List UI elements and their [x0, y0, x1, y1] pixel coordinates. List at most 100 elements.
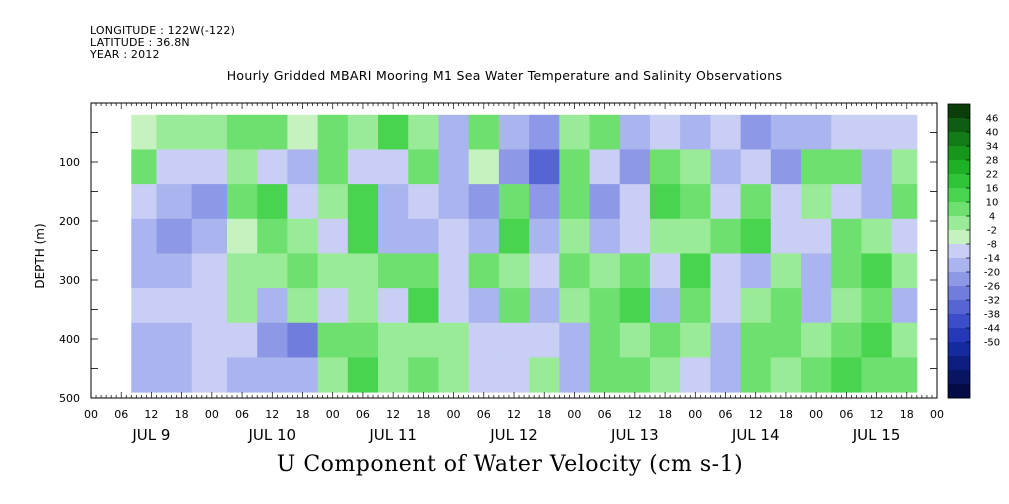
colorbar-label: -32: [984, 296, 1000, 307]
colorbar-label: -44: [984, 324, 1000, 335]
heatmap-cell: [191, 218, 228, 254]
heatmap-cell: [257, 114, 288, 150]
heatmap-cell: [831, 288, 862, 324]
heatmap-cell: [191, 149, 228, 185]
heatmap-cell: [317, 288, 349, 324]
heatmap-cell: [468, 218, 500, 254]
heatmap-cell: [680, 114, 711, 150]
heatmap-cell: [619, 114, 651, 150]
chart-title: Hourly Gridded MBARI Mooring M1 Sea Wate…: [226, 68, 783, 83]
heatmap-cell: [498, 253, 530, 289]
x-tick-label: 12: [386, 408, 400, 421]
heatmap-cell: [680, 218, 711, 254]
heatmap-cell: [770, 322, 802, 358]
x-tick-label: 18: [658, 408, 672, 421]
heatmap-cell: [619, 253, 651, 289]
x-tick-label: 00: [326, 408, 340, 421]
heatmap-cell: [801, 218, 832, 254]
heatmap-cell: [559, 357, 591, 393]
heatmap-cell: [831, 357, 862, 393]
heatmap-cell: [317, 218, 349, 254]
heatmap-cell: [861, 322, 893, 358]
heatmap-cell: [649, 253, 681, 289]
heatmap-cell: [378, 114, 409, 150]
colorbar: 46 40 34 28 22 16 10 4 -2 -8 -14 -20 -26 -32 -38 -44 -50: [947, 103, 1000, 399]
heatmap-cell: [438, 149, 470, 185]
heatmap-cell: [770, 288, 802, 324]
colorbar-label: -26: [984, 282, 1000, 293]
x-tick-label: 06: [477, 408, 491, 421]
heatmap-cell: [770, 184, 802, 220]
x-tick-label: 18: [900, 408, 914, 421]
heatmap-cell: [438, 288, 470, 324]
heatmap-cell: [740, 253, 772, 289]
heatmap-cell: [710, 184, 742, 220]
heatmap-cell: [619, 149, 651, 185]
colorbar-label: -8: [987, 240, 997, 251]
y-tick-label: 200: [59, 215, 80, 228]
heatmap-cell: [770, 218, 802, 254]
x-tick-label: 12: [144, 408, 158, 421]
colorbar-label: 10: [986, 198, 999, 209]
heatmap-cell: [529, 218, 560, 254]
heatmap-cell: [287, 253, 319, 289]
heatmap-cell: [378, 322, 409, 358]
heatmap-cell: [408, 322, 439, 358]
heatmap-cell: [589, 322, 621, 358]
y-tick-label: 400: [59, 333, 80, 346]
heatmap-cell: [740, 288, 772, 324]
heatmap-cell: [891, 322, 918, 358]
heatmap-cell: [156, 184, 193, 220]
x-tick-label: 00: [809, 408, 823, 421]
heatmap-cell: [347, 357, 379, 393]
heatmap-cell: [257, 322, 288, 358]
colorbar-swatch: [948, 202, 970, 217]
heatmap-cell: [257, 288, 288, 324]
heatmap-cell: [408, 288, 439, 324]
heatmap-cell: [861, 218, 893, 254]
heatmap-cell: [619, 218, 651, 254]
heatmap-cell: [891, 253, 918, 289]
heatmap-cell: [498, 218, 530, 254]
heatmap-cell: [287, 114, 319, 150]
heatmap-cell: [156, 322, 193, 358]
colorbar-swatch: [948, 356, 970, 371]
heatmap-cell: [740, 357, 772, 393]
heatmap-cell: [529, 149, 560, 185]
heatmap-cell: [529, 114, 560, 150]
colorbar-swatch: [948, 286, 970, 301]
heatmap-cell: [468, 322, 500, 358]
x-tick-label: 00: [688, 408, 702, 421]
heatmap-cell: [156, 253, 193, 289]
heatmap-cell: [589, 114, 621, 150]
x-tick-label: 12: [870, 408, 884, 421]
heatmap-cell: [191, 184, 228, 220]
heatmap-cell: [378, 288, 409, 324]
heatmap-cell: [131, 184, 157, 220]
heatmap-cell: [619, 184, 651, 220]
heatmap-cell: [438, 253, 470, 289]
heatmap-cell: [710, 253, 742, 289]
heatmap-cell: [408, 218, 439, 254]
latitude-label: LATITUDE : 36.8N: [90, 36, 190, 49]
colorbar-label: 16: [986, 184, 999, 195]
heatmap-cell: [287, 184, 319, 220]
heatmap-cell: [619, 288, 651, 324]
heatmap-cell: [191, 322, 228, 358]
heatmap-cell: [131, 322, 157, 358]
heatmap-cell: [589, 218, 621, 254]
heatmap-cell: [378, 149, 409, 185]
heatmap-cell: [468, 114, 500, 150]
heatmap-cell: [156, 218, 193, 254]
heatmap-cell: [191, 253, 228, 289]
x-day-label: JUL 12: [489, 426, 538, 444]
heatmap-cell: [740, 184, 772, 220]
colorbar-swatch: [948, 258, 970, 273]
heatmap-cell: [226, 322, 258, 358]
x-day-label: JUL 9: [131, 426, 170, 444]
heatmap-cell: [559, 253, 591, 289]
heatmap-cell: [317, 322, 349, 358]
colorbar-swatch: [948, 244, 970, 259]
heatmap-cell: [408, 357, 439, 393]
colorbar-swatch: [948, 370, 970, 385]
